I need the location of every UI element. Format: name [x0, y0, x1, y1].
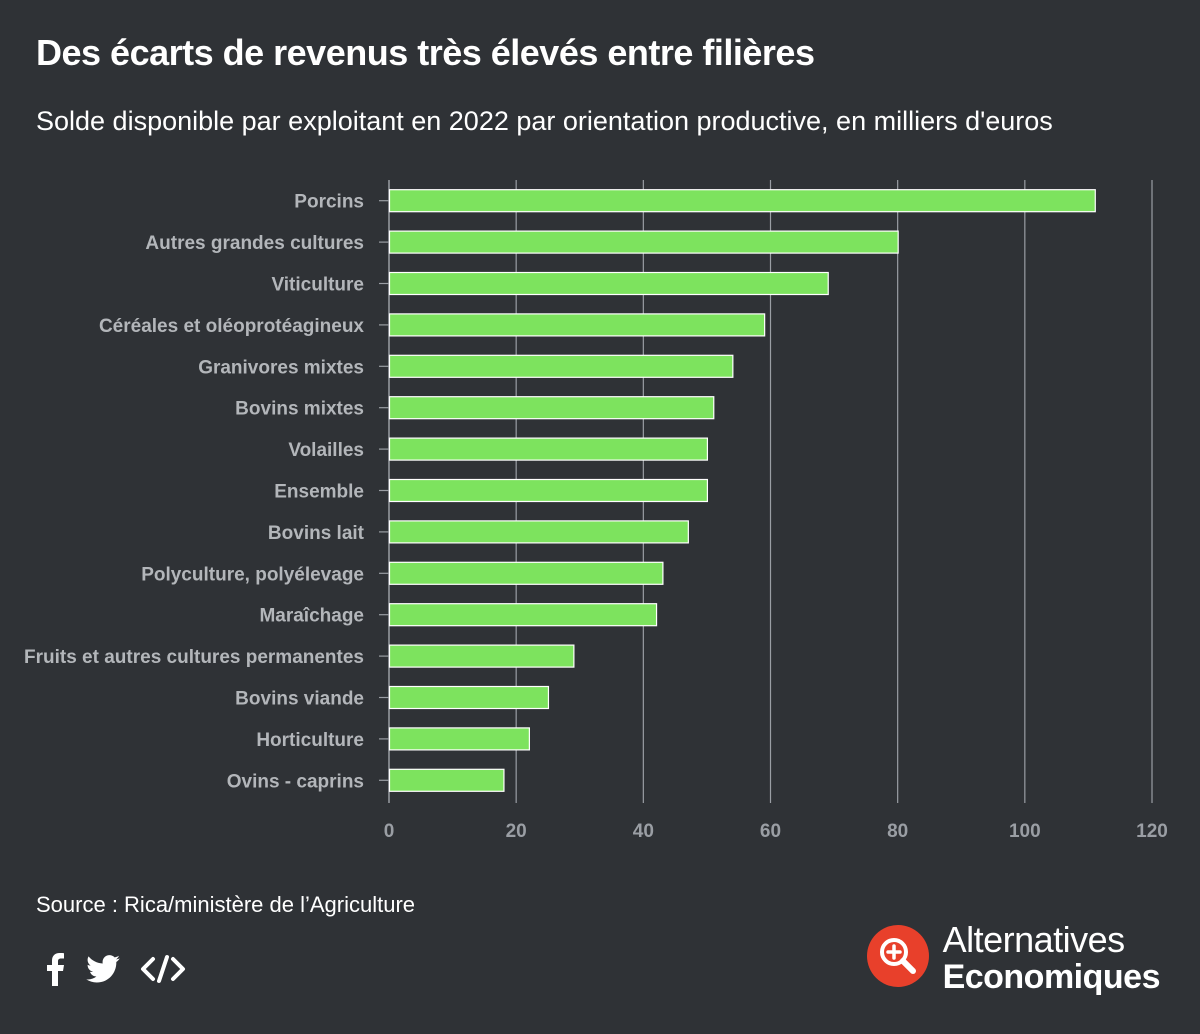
category-label: Céréales et oléoprotéagineux [99, 316, 364, 337]
bar [388, 768, 505, 792]
bar [388, 271, 829, 296]
bar [388, 644, 575, 668]
brand-logo-block[interactable]: Alternatives Economiques [866, 919, 1161, 996]
x-tick-label: 40 [633, 821, 654, 842]
bar [388, 520, 689, 544]
x-tick-label: 0 [384, 821, 395, 842]
bar [388, 354, 734, 378]
x-tick-label: 120 [1136, 821, 1168, 842]
bar [388, 561, 664, 585]
category-label: Autres grandes cultures [145, 233, 364, 254]
category-label: Porcins [294, 192, 364, 213]
bar [388, 313, 766, 337]
share-bar [44, 952, 186, 986]
chart-title: Des écarts de revenus très élevés entre … [36, 32, 815, 73]
bar [388, 727, 530, 751]
category-label: Polyculture, polyélevage [141, 564, 364, 585]
category-label: Granivores mixtes [198, 357, 364, 378]
facebook-icon[interactable] [44, 952, 66, 986]
magnifier-plus-icon [866, 924, 929, 992]
source-note: Source : Rica/ministère de l’Agriculture [36, 892, 416, 917]
bar [388, 230, 899, 254]
brand-name-line1: Alternatives [942, 919, 1126, 960]
chart-subtitle: Solde disponible par exploitant en 2022 … [36, 106, 1053, 136]
x-tick-label: 60 [760, 821, 781, 842]
bar [388, 437, 709, 461]
bar [388, 396, 715, 420]
bar [388, 478, 709, 503]
category-label: Viticulture [271, 275, 364, 296]
x-tick-label: 20 [506, 821, 527, 842]
category-label: Volailles [288, 440, 364, 461]
category-label: Fruits et autres cultures permanentes [24, 647, 364, 668]
category-label: Bovins viande [235, 689, 364, 710]
x-tick-label: 80 [887, 821, 908, 842]
embed-code-icon[interactable] [140, 954, 186, 984]
category-label: Ensemble [274, 482, 364, 503]
bar-chart: 0 20 40 60 80 100 120 Porcins Autres grandes cul… [24, 180, 1168, 842]
brand-name-line2: Economiques [942, 958, 1161, 996]
bar [388, 189, 1096, 213]
category-label: Bovins lait [268, 523, 365, 544]
bar [388, 685, 550, 710]
category-label: Horticulture [256, 730, 364, 751]
category-label: Ovins - caprins [227, 771, 364, 792]
twitter-icon[interactable] [86, 955, 120, 983]
category-label: Maraîchage [259, 606, 364, 627]
x-tick-label: 100 [1009, 821, 1041, 842]
category-label: Bovins mixtes [235, 399, 364, 420]
bar [388, 603, 658, 627]
